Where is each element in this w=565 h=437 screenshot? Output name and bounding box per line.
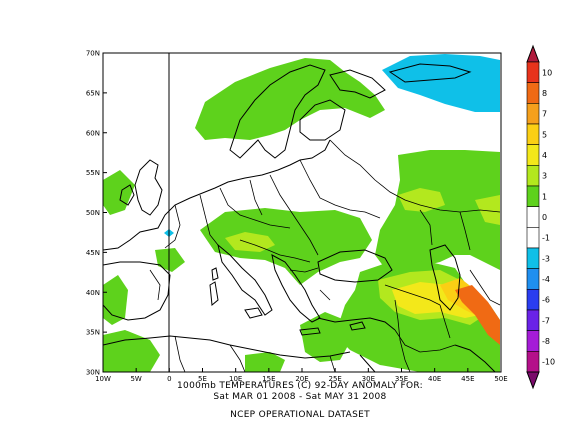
lon-tick-label: 25E <box>328 375 341 383</box>
lat-tick-label: 40N <box>86 289 100 297</box>
colorbar-label: -10 <box>542 358 555 367</box>
lat-tick-label: 70N <box>86 50 100 58</box>
lon-tick-label: 40E <box>428 375 441 383</box>
caption-title: 1000mb TEMPERATURES (C) 92-DAY ANOMALY F… <box>177 381 423 391</box>
colorbar-swatch <box>526 82 540 104</box>
colorbar-swatch <box>526 309 540 331</box>
colorbar-swatch <box>526 144 540 166</box>
colorbar-label: -6 <box>542 296 550 305</box>
colorbar-swatch <box>526 247 540 269</box>
colorbar-swatch <box>526 61 540 83</box>
colorbar-bottom-arrow <box>526 371 540 390</box>
colorbar-swatch <box>526 123 540 145</box>
colorbar-label: 1 <box>542 192 547 201</box>
colorbar-swatch <box>526 206 540 228</box>
lat-tick-label: 35N <box>86 329 100 337</box>
colorbar-swatch <box>526 330 540 352</box>
lat-tick-label: 60N <box>86 129 100 137</box>
colorbar-label: 7 <box>542 110 547 119</box>
country-borders <box>149 139 501 372</box>
colorbar-label: 3 <box>542 172 547 181</box>
lon-tick-label: 50E <box>494 375 507 383</box>
colorbar-swatch <box>526 103 540 125</box>
colorbar-label: 8 <box>542 89 547 98</box>
lon-tick-label: 10E <box>229 375 242 383</box>
colorbar-swatch <box>526 351 540 373</box>
caption-dataset: NCEP OPERATIONAL DATASET <box>230 410 370 420</box>
lat-tick-label: 50N <box>86 209 100 217</box>
coastlines <box>103 63 496 372</box>
lon-tick-label: 35E <box>395 375 408 383</box>
colorbar-label: 0 <box>542 213 547 222</box>
colorbar-swatch <box>526 289 540 311</box>
anomaly-contour-7-to-8 <box>455 285 500 345</box>
caption-date-range: Sat MAR 01 2008 - Sat MAY 31 2008 <box>213 392 387 402</box>
latitude-axis: 70N 65N 60N 55N 50N 45N 40N 35N 30N <box>86 50 107 377</box>
colorbar-swatch <box>526 227 540 249</box>
lon-tick-label: 20E <box>295 375 308 383</box>
colorbar-label: -1 <box>542 234 550 243</box>
colorbar-label: -8 <box>542 337 550 346</box>
anomaly-contour-4-to-5 <box>392 282 480 318</box>
anomaly-contour-1-to-3 <box>103 58 500 372</box>
colorbar-label: 4 <box>542 151 547 160</box>
lat-tick-label: 55N <box>86 169 100 177</box>
colorbar-label: 5 <box>542 130 547 139</box>
colorbar-label: 10 <box>542 68 552 77</box>
colorbar-label: -4 <box>542 275 550 284</box>
lat-tick-label: 30N <box>86 369 100 377</box>
lat-tick-label: 45N <box>86 249 100 257</box>
longitude-axis: 10W 5W 0 5E 10E 15E 20E 25E 30E 35E 40E 45E 50E <box>95 368 508 383</box>
colorbar-label: -7 <box>542 316 550 325</box>
lon-tick-label: 45E <box>461 375 474 383</box>
lon-tick-label: 30E <box>362 375 375 383</box>
lon-tick-label: 15E <box>262 375 275 383</box>
colorbar-label: -3 <box>542 254 550 263</box>
lon-tick-label: 5E <box>198 375 207 383</box>
colorbar-swatch <box>526 185 540 207</box>
lat-tick-label: 65N <box>86 89 100 97</box>
lon-tick-label: 5W <box>130 375 141 383</box>
lon-tick-label: 10W <box>95 375 111 383</box>
colorbar-top-arrow <box>526 44 540 63</box>
colorbar-swatch <box>526 268 540 290</box>
colorbar-swatch <box>526 165 540 187</box>
lon-tick-label: 0 <box>167 375 171 383</box>
